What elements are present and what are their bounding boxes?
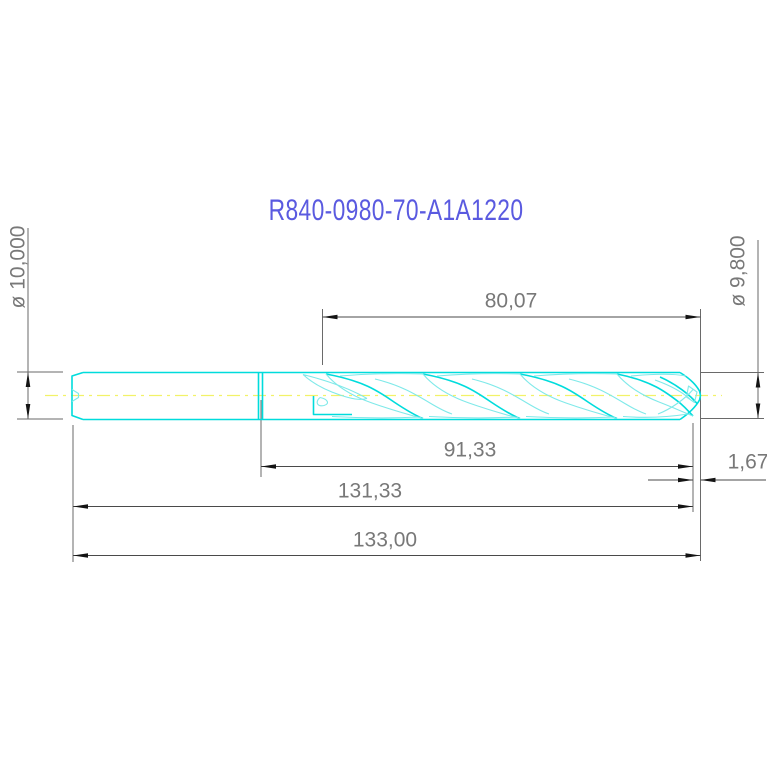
flute-runout-detail [302, 373, 368, 407]
drawing-title: R840-0980-70-A1A1220 [268, 194, 524, 227]
dim-label-flute-length: 80,07 [484, 289, 538, 313]
dim-label-overall-length: 133,00 [352, 528, 418, 552]
drill-point-facets [657, 385, 698, 415]
extension-lines [17, 228, 764, 562]
drill-flute-details [71, 373, 698, 420]
dim-label-cutting-diameter: ø 9,800 [726, 235, 750, 307]
arrowheads [25, 314, 761, 558]
dim-label-body-length: 131,33 [337, 479, 403, 503]
dimension-lines [73, 316, 766, 556]
dim-label-effective-length: 91,33 [443, 438, 497, 462]
dim-label-point-length: 1,67 [727, 450, 767, 474]
dim-label-shank-diameter: ø 10,000 [6, 225, 30, 309]
shank-center-mark [71, 389, 80, 402]
drill-flute-edges [325, 373, 698, 420]
drill-outline [71, 371, 702, 421]
